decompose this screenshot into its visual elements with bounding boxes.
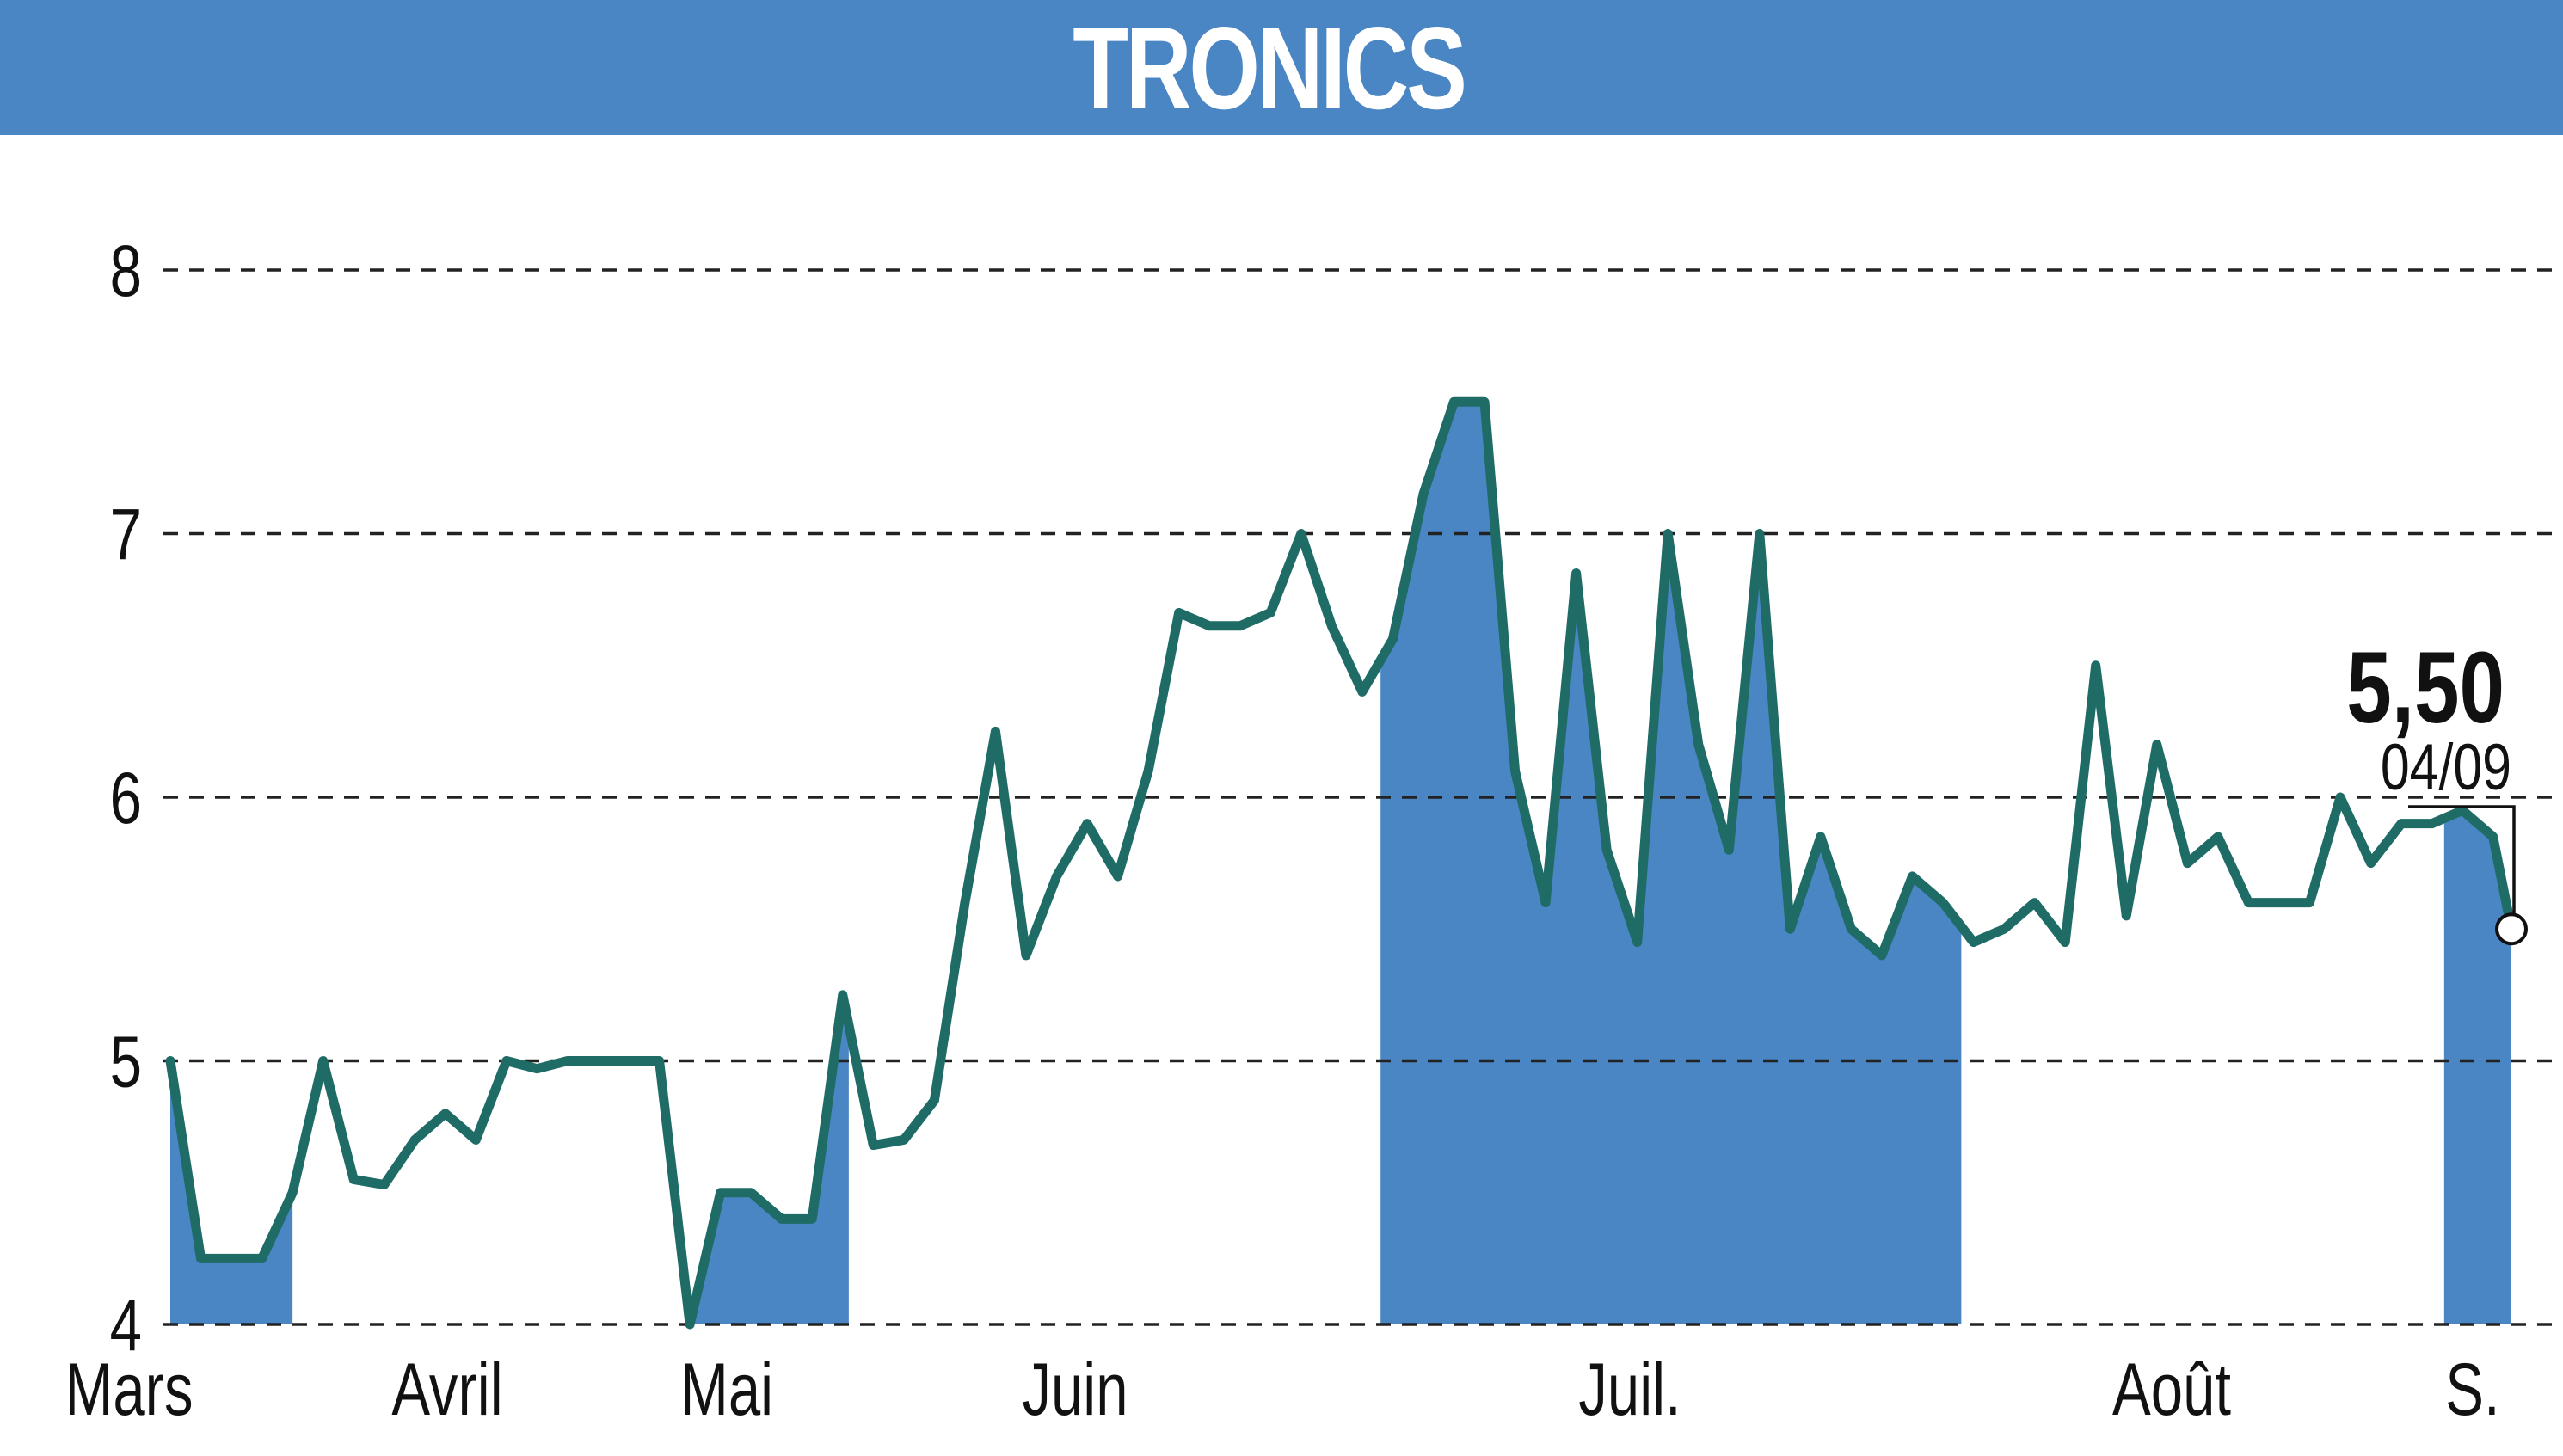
y-tick-label: 7 bbox=[110, 495, 142, 575]
chart-header: TRONICS bbox=[0, 0, 2563, 135]
shaded-area-2 bbox=[690, 994, 849, 1324]
y-tick-label: 4 bbox=[110, 1286, 142, 1367]
shaded-area-4 bbox=[2443, 810, 2511, 1324]
month-label: Août bbox=[2112, 1348, 2231, 1431]
chart-title: TRONICS bbox=[1073, 2, 1467, 133]
y-tick-label: 5 bbox=[110, 1022, 142, 1103]
price-line bbox=[165, 396, 2517, 1330]
shaded-areas bbox=[170, 402, 2511, 1324]
month-label: Juil. bbox=[1578, 1348, 1681, 1431]
month-label: Mai bbox=[680, 1348, 773, 1431]
shaded-area-3 bbox=[1380, 402, 1962, 1324]
grid-lines bbox=[163, 268, 2559, 1326]
month-label: Juin bbox=[1022, 1348, 1128, 1431]
price-line-group bbox=[165, 396, 2517, 1330]
annotation-connector bbox=[2408, 805, 2516, 914]
last-value-label: 5,50 bbox=[2346, 630, 2505, 745]
month-label: Avril bbox=[391, 1348, 502, 1431]
month-label: Mars bbox=[65, 1348, 193, 1431]
axis-labels: 4 5 6 7 8 Mars Avril Mai Juin Juil. Août S. bbox=[65, 231, 2499, 1431]
y-tick-label: 8 bbox=[110, 231, 142, 312]
last-date-label: 04/09 bbox=[2381, 731, 2511, 804]
y-tick-label: 6 bbox=[110, 759, 142, 839]
month-label: S. bbox=[2445, 1348, 2499, 1431]
last-point-marker bbox=[2495, 912, 2528, 946]
